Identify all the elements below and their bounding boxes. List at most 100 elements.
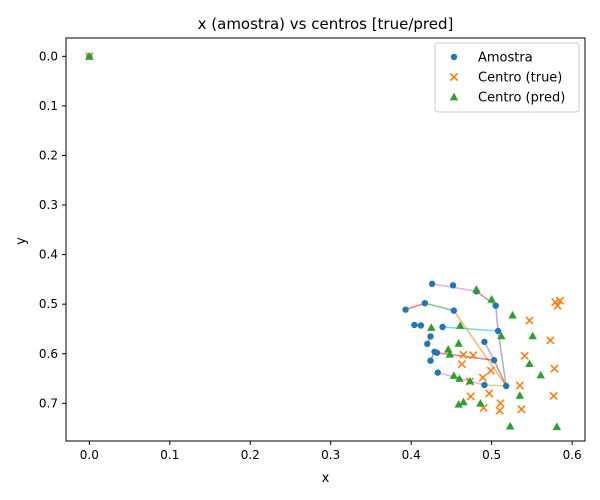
centro-true-point: [520, 351, 529, 360]
centro-true-point: [486, 366, 496, 375]
amostra-point: [481, 338, 488, 346]
y-tick-label: 0.7: [39, 396, 58, 410]
amostra-point: [417, 322, 425, 329]
centro-pred-point: [508, 310, 517, 319]
y-axis-ticks: 0.0 0.1 0.2 0.3 0.4 0.5 0.6 0.7: [39, 49, 66, 410]
centro-true-point: [457, 360, 467, 369]
x-tick-label: 0.3: [321, 448, 340, 462]
centro-pred-point: [455, 374, 464, 382]
centro-pred-point: [476, 399, 485, 407]
plot-frame: [65, 37, 586, 442]
connection-line: [484, 384, 507, 387]
centro-pred-point: [536, 370, 545, 379]
amostra-point: [421, 299, 429, 307]
centro-pred-point: [472, 285, 481, 293]
connection-line: [405, 302, 426, 311]
amostra-point: [424, 340, 431, 348]
y-tick-label: 0.6: [39, 347, 58, 361]
amostra-point: [402, 306, 409, 313]
centro-pred-point: [528, 331, 537, 340]
amostra-point: [434, 369, 441, 376]
legend-label: Centro (pred): [478, 91, 565, 106]
amostra-point: [481, 381, 488, 389]
y-tick-label: 0.3: [39, 198, 58, 212]
connection-line: [497, 330, 507, 387]
centro-pred-point: [487, 295, 496, 303]
centro-true-point: [546, 336, 555, 345]
centro-true-point: [459, 350, 468, 359]
connection-line: [475, 290, 497, 307]
centro-pred-point: [454, 339, 463, 347]
centro-true-point: [495, 406, 504, 415]
centro-pred-point: [465, 376, 475, 385]
x-tick-label: 0.6: [563, 448, 582, 462]
amostra-point: [502, 382, 510, 390]
y-tick-label: 0.2: [39, 148, 58, 162]
centro-pred-point: [525, 359, 534, 368]
connection-line: [453, 310, 507, 387]
legend: Amostra Centro (true) Centro (pred): [434, 42, 580, 113]
legend-marker-centro-pred-point: [449, 92, 459, 101]
centro-true-point: [485, 389, 494, 398]
x-axis-ticks: 0.0 0.1 0.2 0.3 0.4 0.5 0.6: [80, 441, 582, 462]
centro-true-point: [468, 351, 478, 360]
connection-line: [494, 305, 499, 332]
x-axis-label: x: [322, 471, 330, 486]
legend-box: [434, 42, 580, 113]
centro-pred-point: [427, 323, 436, 331]
centro-pred-point: [497, 331, 506, 340]
centro-true-point: [496, 399, 505, 408]
centro-true-point: [553, 301, 562, 310]
centro-true-point: [478, 373, 487, 382]
x-tick-label: 0.2: [241, 448, 260, 462]
y-tick-label: 0.0: [39, 49, 58, 63]
centro-true-point: [515, 381, 524, 390]
amostra-point: [492, 302, 499, 309]
amostra-point: [450, 307, 458, 314]
x-tick-label: 0.5: [482, 448, 501, 462]
amostra-point: [449, 282, 457, 289]
amostra-point: [439, 323, 446, 331]
amostra-point: [411, 321, 418, 329]
amostra-point: [490, 357, 498, 364]
centro-true-point: [517, 405, 526, 414]
centro-pred-point: [444, 345, 453, 353]
amostra-point: [427, 333, 434, 340]
y-axis-label: y: [14, 237, 29, 245]
centro-pred-point: [515, 391, 525, 399]
x-tick-label: 0.1: [160, 448, 179, 462]
centro-pred-point: [456, 321, 465, 329]
legend-marker-amostra-point: [450, 53, 458, 61]
connection-line: [442, 326, 499, 332]
data-points: [85, 52, 565, 430]
centro-true-point: [525, 316, 534, 325]
centro-true-point: [466, 392, 475, 401]
centro-pred-point: [505, 421, 515, 430]
centro-pred-point: [445, 350, 455, 358]
amostra-point: [433, 349, 441, 356]
centro-true-point: [549, 391, 558, 401]
amostra-point: [427, 357, 434, 364]
amostra-point: [494, 327, 502, 335]
y-tick-label: 0.1: [39, 99, 58, 113]
legend-marker-centro-true-point: [449, 72, 459, 82]
centro-true-point: [550, 364, 559, 373]
y-tick-label: 0.5: [39, 297, 58, 311]
centro-pred-point: [454, 400, 463, 408]
x-tick-label: 0.0: [80, 448, 99, 462]
centro-pred-point: [85, 52, 94, 60]
centro-pred-point: [552, 422, 562, 430]
y-tick-label: 0.4: [39, 248, 58, 262]
legend-label: Centro (true): [478, 71, 562, 86]
centro-true-point: [555, 296, 565, 305]
amostra-point: [428, 280, 436, 288]
connection-line: [424, 302, 455, 312]
connection-line: [493, 359, 507, 387]
centro-pred-point: [459, 397, 468, 406]
centro-pred-point: [449, 371, 459, 379]
chart-title: x (amostra) vs centros [true/pred]: [198, 15, 454, 33]
x-tick-label: 0.4: [402, 448, 421, 462]
connection-line: [483, 341, 495, 361]
legend-label: Amostra: [478, 51, 533, 66]
